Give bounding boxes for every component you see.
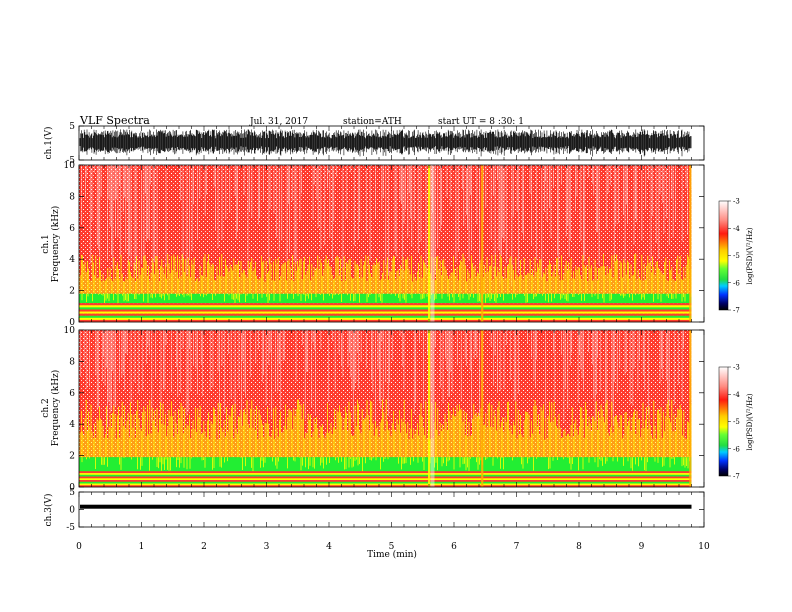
time-tick: 4 [326,542,332,552]
time-tick: 1 [139,542,145,552]
time-axis: 0 1 2 3 4 5 6 7 8 9 10 [76,542,710,552]
ch1-spectrogram-ytick: 8 [69,192,75,202]
ch3-waveform-panel: 5 0 -5 [66,488,705,533]
ch3-waveform-ytick: -5 [66,523,75,533]
ch2-colorbar-tick: -6 [733,445,740,453]
ch1-colorbar-tick: -5 [733,252,740,260]
ch2-spectrogram-ytick: 4 [69,420,75,430]
ch2-colorbar-tick: -5 [733,418,740,426]
ch1-colorbar-scale [718,200,729,311]
ch2-spectrogram-panel: 0 2 4 6 8 10 [64,326,705,493]
ch1-spec-vertical-feature [689,165,692,322]
ch1-spectrogram-ytick: 0 [69,318,75,328]
time-tick: 9 [639,542,645,552]
time-tick: 3 [264,542,270,552]
ch3-volt-label: ch.3(V) [43,494,54,527]
ch3-waveform-ytick: 5 [69,488,75,498]
ch2-colorbar-tick: -7 [733,473,740,481]
ch2-colorbar-label: log(PSD)(V²/Hz) [746,393,754,450]
header-station: station=ATH [343,117,402,127]
ch2-spec-label: ch.2 [41,398,51,417]
ch2-spectrogram-ytick: 10 [64,326,76,336]
ch1-colorbar: -3 -4 -5 -6 -7 [718,198,740,315]
ch2-spectrogram-ytick: 6 [69,389,75,399]
ch2-colorbar-tick: -4 [733,391,740,399]
ch3-waveform-ytick: 0 [69,506,75,516]
ch3-trace [80,504,692,509]
ch1-colorbar-label: log(PSD)(V²/Hz) [746,227,754,284]
header-date: Jul. 31, 2017 [249,117,308,127]
ch3-waveform-frame [78,491,705,528]
time-tick: 2 [201,542,207,552]
time-tick: 8 [576,542,582,552]
ch1-spectrogram-ytick: 10 [64,161,76,171]
time-tick: 6 [451,542,457,552]
ch1-spec-vertical-feature [481,165,484,322]
ch1-spec-vertical-feature [428,165,431,322]
ch1-waveform-ytick: 5 [69,122,75,132]
ch1-spec-label: ch.1 [41,234,51,253]
time-axis-label: Time (min) [367,549,417,560]
ch1-waveform-panel: 5 -5 [66,122,705,166]
ch1-spectrogram-ytick: 4 [69,255,75,265]
ch2-spec-vertical-feature [428,330,431,487]
ch2-colorbar-scale [718,366,729,477]
ch1-colorbar-tick: -4 [733,225,740,233]
ch1-volt-label: ch.1(V) [43,127,54,160]
ch2-spec-vertical-feature [689,330,692,487]
ch1-freq-label: Frequency (kHz) [50,206,61,283]
ch2-spectrogram-ytick: 8 [69,357,75,367]
time-tick: 5 [389,542,395,552]
time-tick: 0 [76,542,82,552]
ch1-spec-green-band [79,293,692,304]
ch2-freq-label: Frequency (kHz) [50,370,61,447]
ch1-colorbar-tick: -6 [733,279,740,287]
figure-title: VLF Spectra [79,114,150,127]
header-start-time: start UT = 8 :30: 1 [438,117,524,127]
ch1-waveform-ytick: -5 [66,156,75,166]
ch2-spectrogram-ytick: 2 [69,452,75,462]
ch1-spectrogram-panel: 0 2 4 6 8 10 [64,161,705,328]
ch2-spec-green-band [79,457,692,472]
ch1-colorbar-tick: -3 [733,198,740,206]
time-tick: 7 [514,542,520,552]
time-tick: 10 [698,542,710,552]
ch1-spectrogram-ytick: 6 [69,224,75,234]
ch2-spec-vertical-feature [481,330,484,487]
ch2-colorbar-tick: -3 [733,364,740,372]
ch2-colorbar: -3 -4 -5 -6 -7 [718,364,740,481]
ch1-spectrogram-ytick: 2 [69,287,75,297]
ch1-colorbar-tick: -7 [733,307,740,315]
ch1-trace [79,129,692,157]
ch2-spectrogram-ytick: 0 [69,483,75,493]
